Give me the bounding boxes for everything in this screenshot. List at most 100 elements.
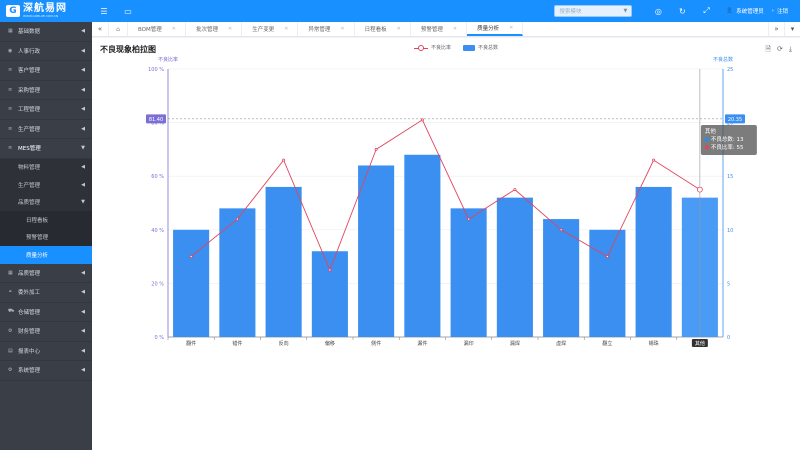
sidebar-item-label: 预警管理: [26, 235, 49, 242]
tabs-menu-icon[interactable]: ▾: [784, 22, 800, 36]
sidebar-item-basic-data[interactable]: ▦ 基础数据 ◀: [0, 22, 92, 42]
download-icon[interactable]: ⤓: [788, 45, 792, 53]
x-label-highlight-bg: [691, 339, 708, 347]
chevron-right-icon: ◀: [81, 269, 85, 276]
logout-icon: ›: [771, 8, 774, 14]
logout-button[interactable]: › 注销: [772, 7, 800, 15]
user-menu[interactable]: 👤 系统管理员: [718, 7, 771, 15]
sidebar-item-label: MES管理: [18, 146, 41, 153]
chart-bar: [450, 208, 487, 337]
sidebar-item-purchase[interactable]: ≡ 采购管理 ◀: [0, 81, 92, 100]
chevron-right-icon: ◀: [81, 86, 85, 93]
x-tick-label: 漏件: [417, 340, 427, 347]
chevron-right-icon: ◀: [81, 181, 85, 188]
tab-bom[interactable]: BOM管理 ✕: [128, 22, 186, 36]
legend-item-total[interactable]: 不良总数: [463, 44, 498, 51]
data-view-icon[interactable]: 🗎: [765, 45, 772, 53]
close-icon[interactable]: ✕: [284, 26, 289, 32]
tab-warning[interactable]: 预警管理 ✕: [411, 22, 468, 36]
left-tick-label: 100 %: [148, 67, 164, 73]
sidebar-item-label: 系统管理: [18, 368, 41, 375]
sidebar-item-reports[interactable]: ▤ 报表中心 ◀: [0, 342, 92, 361]
tab-label: 预警管理: [420, 27, 443, 33]
globe-icon[interactable]: ◎: [654, 6, 662, 16]
home-icon[interactable]: ⌂: [108, 22, 128, 36]
x-tick-label: 侧件: [371, 340, 381, 347]
sidebar-item-material[interactable]: 物料管理 ◀: [0, 159, 92, 177]
close-icon[interactable]: ✕: [227, 26, 233, 32]
menu-toggle-icon[interactable]: ☰: [100, 6, 108, 16]
sidebar-item-engineering[interactable]: ≡ 工程管理 ◀: [0, 100, 92, 120]
sidebar-item-quality[interactable]: ▦ 品质管理 ◀: [0, 264, 92, 283]
right-tick-label: 15: [727, 174, 733, 180]
rate-point: [189, 255, 193, 259]
x-tick-label: 偏移: [325, 340, 335, 347]
tooltip-row: 不良比率: 55: [711, 143, 744, 151]
sidebar-item-hr[interactable]: ◉ 人事行政 ◀: [0, 42, 92, 61]
rate-point: [696, 186, 703, 193]
close-icon[interactable]: ✕: [509, 25, 514, 31]
refresh-icon[interactable]: ↻: [679, 6, 686, 16]
chart-bar: [635, 186, 672, 337]
window-icon[interactable]: ▭: [124, 6, 132, 16]
rate-point: [374, 147, 378, 151]
tab-production-change[interactable]: 生产变更 ✕: [242, 22, 299, 36]
tabs-scroll-left-icon[interactable]: «: [97, 25, 103, 33]
chevron-right-icon: ◀: [81, 28, 85, 35]
sidebar-item-label: 生产管理: [18, 126, 41, 133]
sidebar-item-finance[interactable]: ⚙ 财务管理 ◀: [0, 322, 92, 342]
right-tick-label: 10: [727, 228, 733, 234]
sidebar-item-mes-production[interactable]: 生产管理 ◀: [0, 176, 92, 194]
legend-bar-icon: [463, 44, 476, 51]
legend-item-rate[interactable]: 不良比率: [414, 44, 451, 51]
tabs-scroll-right-icon[interactable]: »: [768, 22, 784, 36]
tab-label: 批次管理: [195, 27, 218, 33]
sidebar-item-production[interactable]: ≡ 生产管理 ◀: [0, 120, 92, 139]
close-icon[interactable]: ✕: [171, 26, 176, 32]
left-tick-label: 60 %: [151, 174, 164, 180]
chart-bar: [173, 229, 210, 337]
crosshair-right-label: 20.35: [728, 117, 742, 123]
tab-exception[interactable]: 异常管理 ✕: [298, 22, 355, 36]
sidebar-item-system[interactable]: ⚙ 系统管理 ◀: [0, 361, 92, 381]
sidebar-item-label: 物料管理: [18, 165, 41, 172]
tab-quality-analysis[interactable]: 质量分析 ✕: [467, 22, 524, 36]
chart-bar: [265, 186, 302, 337]
restore-icon[interactable]: ⟳: [777, 45, 783, 53]
tooltip-marker: [704, 145, 709, 150]
close-icon[interactable]: ✕: [340, 26, 345, 32]
close-icon[interactable]: ✕: [452, 26, 458, 32]
logout-label: 注销: [776, 9, 788, 15]
sidebar-item-mes-quality[interactable]: 品质管理 ▼: [0, 194, 92, 212]
chevron-right-icon: ◀: [81, 308, 85, 315]
tab-schedule-board[interactable]: 日程看板 ✕: [355, 22, 411, 36]
top-bar: G 深航易网 WWW.GDBLUE.COM.CN ☰ ▭ 搜索模块 ▼ ◎ ↻ …: [0, 0, 800, 22]
sidebar-item-label: 品质管理: [18, 270, 41, 277]
chevron-right-icon: ◀: [81, 328, 85, 335]
sidebar-item-warning[interactable]: 预警管理: [0, 228, 92, 246]
sidebar-item-warehouse[interactable]: ⛟ 仓储管理 ◀: [0, 303, 92, 322]
sidebar-item-mes[interactable]: ≡ MES管理 ▼: [0, 139, 92, 159]
sidebar-item-customer[interactable]: ≡ 客户管理 ◀: [0, 61, 92, 81]
right-axis-title: 不良总数: [713, 56, 733, 63]
sidebar-item-label: 财务管理: [18, 329, 41, 336]
chart-bar: [358, 165, 395, 337]
sidebar: ▦ 基础数据 ◀ ◉ 人事行政 ◀ ≡ 客户管理 ◀ ≡ 采购管理 ◀ ≡ 工程管理 ◀ ≡ 生产管理…: [0, 22, 92, 450]
sidebar-item-label: 日程看板: [26, 217, 49, 224]
list-icon: ≡: [8, 106, 13, 113]
tab-batch[interactable]: 批次管理 ✕: [186, 22, 243, 36]
sidebar-item-outsource[interactable]: ⚭ 委外加工 ◀: [0, 283, 92, 303]
sidebar-item-quality-analysis[interactable]: 质量分析: [0, 246, 92, 264]
module-search-select[interactable]: 搜索模块 ▼: [554, 5, 633, 17]
chevron-right-icon: ◀: [81, 67, 85, 74]
sidebar-item-label: 质量分析: [26, 252, 49, 259]
legend-label: 不良比率: [431, 45, 452, 51]
close-icon[interactable]: ✕: [396, 26, 401, 32]
sidebar-item-schedule-board[interactable]: 日程看板: [0, 211, 92, 229]
logo-title: 深航易网: [23, 3, 67, 14]
page-title: 不良现象柏拉图: [100, 45, 156, 54]
chart-bar: [496, 197, 533, 337]
list-icon: ≡: [8, 86, 13, 93]
fullscreen-icon[interactable]: ⤢: [703, 6, 710, 15]
chart-bar: [219, 208, 256, 337]
